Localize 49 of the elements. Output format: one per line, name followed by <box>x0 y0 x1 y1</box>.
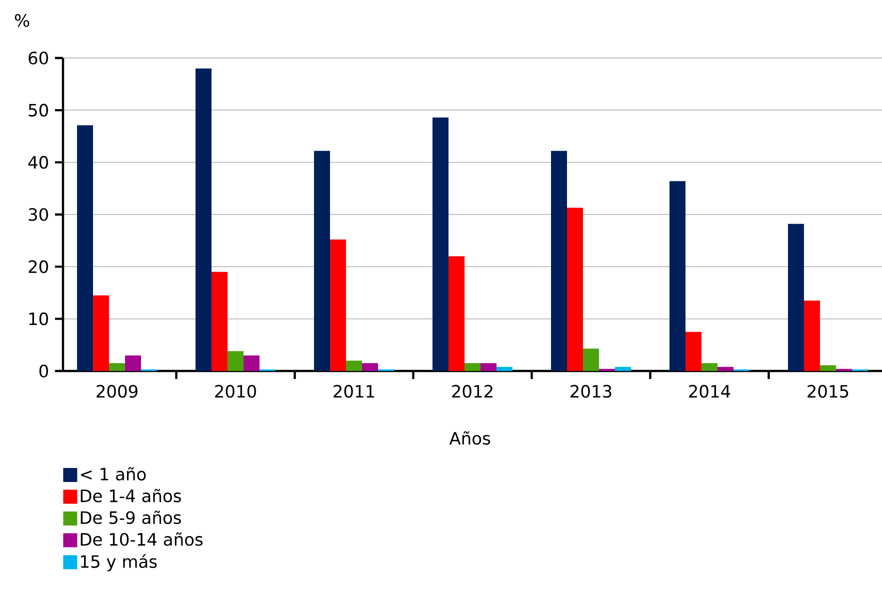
x-tick-label: 2009 <box>96 384 138 398</box>
x-tick-label: 2011 <box>334 384 374 398</box>
bar <box>804 300 820 371</box>
bar <box>464 363 481 371</box>
bar <box>566 208 583 371</box>
x-axis-title: Años <box>449 431 490 445</box>
legend-label: < 1 año <box>81 467 146 481</box>
bar <box>820 365 836 371</box>
legend-label: De 5-9 años <box>80 510 181 524</box>
y-tick-label: 50 <box>28 104 48 117</box>
legend-label: 15 y más <box>81 554 157 572</box>
bar <box>212 272 228 371</box>
bar <box>346 360 362 371</box>
x-tick-label: 2013 <box>570 384 612 398</box>
bar <box>330 240 346 371</box>
bar <box>582 348 599 371</box>
legend-label: De 10-14 años <box>80 532 203 546</box>
bar <box>496 366 513 371</box>
bar <box>109 363 126 371</box>
bar <box>432 117 449 371</box>
y-tick-label: 20 <box>28 260 48 274</box>
y-axis-title: % <box>14 14 30 27</box>
bar <box>228 351 244 371</box>
bar <box>614 366 631 371</box>
x-tick-label: 2010 <box>215 384 256 398</box>
x-tick-label: 2015 <box>808 384 848 398</box>
y-tick-label: 0 <box>39 364 48 378</box>
y-tick-label: 10 <box>29 312 48 326</box>
bar <box>196 68 212 371</box>
bar <box>244 355 260 371</box>
y-tick-label: 40 <box>28 156 48 169</box>
bar <box>93 295 110 371</box>
bar <box>701 363 718 371</box>
bar <box>685 332 702 371</box>
x-tick-label: 2014 <box>689 384 730 398</box>
bar <box>448 256 465 371</box>
bar <box>669 181 686 371</box>
y-tick-label: 30 <box>28 208 48 221</box>
bar <box>717 366 734 371</box>
bar <box>362 363 378 371</box>
x-tick-label: 2012 <box>452 384 492 398</box>
legend-label: De 1-4 años <box>80 488 181 502</box>
bar <box>77 125 94 371</box>
bar <box>480 363 497 371</box>
bar <box>788 224 804 371</box>
bar <box>550 150 567 371</box>
y-tick-label: 60 <box>28 52 48 64</box>
bar <box>125 355 142 371</box>
bar <box>314 150 330 371</box>
